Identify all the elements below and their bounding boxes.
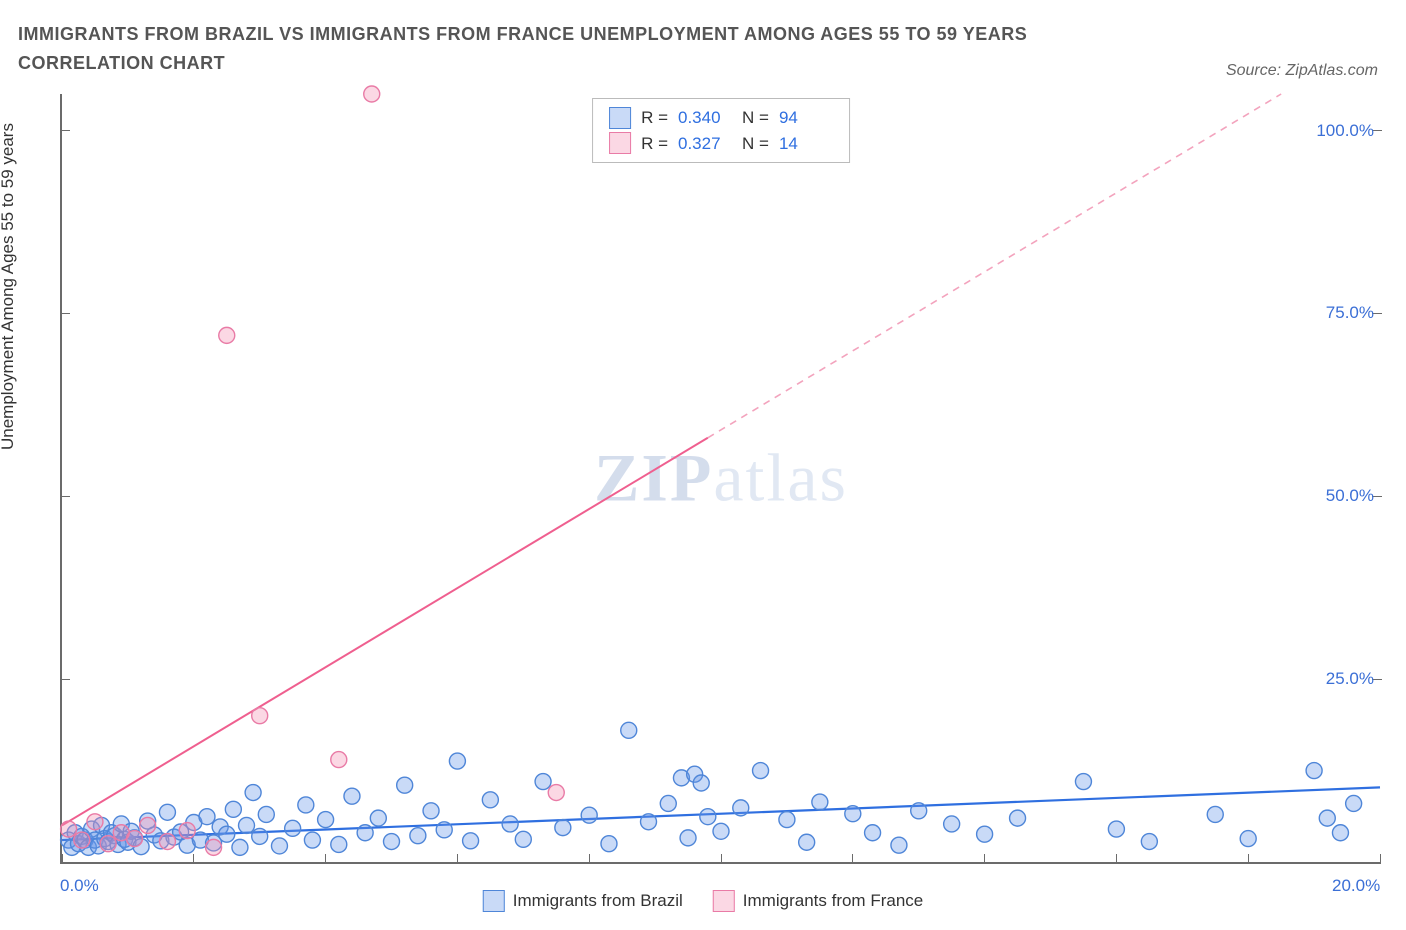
legend-swatch-france	[713, 890, 735, 912]
x-tick-label: 20.0%	[1332, 876, 1380, 896]
legend-swatch-france	[609, 132, 631, 154]
n-label: N =	[742, 105, 769, 131]
legend-stats-row: R = 0.340 N = 94	[609, 105, 833, 131]
legend-item-label: Immigrants from Brazil	[513, 891, 683, 911]
y-axis-label: Unemployment Among Ages 55 to 59 years	[0, 123, 18, 450]
legend-item-brazil: Immigrants from Brazil	[483, 890, 683, 912]
legend-series: Immigrants from Brazil Immigrants from F…	[483, 890, 923, 912]
n-value: 94	[779, 105, 833, 131]
chart-plot-area: ZIPatlas R = 0.340 N = 94 R = 0.327 N = …	[60, 94, 1380, 864]
r-value: 0.327	[678, 131, 732, 157]
n-label: N =	[742, 131, 769, 157]
r-label: R =	[641, 131, 668, 157]
plot-svg	[62, 94, 1380, 862]
source-credit: Source: ZipAtlas.com	[1226, 62, 1378, 80]
r-label: R =	[641, 105, 668, 131]
legend-stats-row: R = 0.327 N = 14	[609, 131, 833, 157]
legend-swatch-brazil	[609, 107, 631, 129]
x-tick-label: 0.0%	[60, 876, 99, 896]
chart-title: IMMIGRANTS FROM BRAZIL VS IMMIGRANTS FRO…	[18, 20, 1138, 78]
legend-swatch-brazil	[483, 890, 505, 912]
legend-stats-box: R = 0.340 N = 94 R = 0.327 N = 14	[592, 98, 850, 163]
n-value: 14	[779, 131, 833, 157]
legend-item-label: Immigrants from France	[743, 891, 923, 911]
legend-item-france: Immigrants from France	[713, 890, 923, 912]
r-value: 0.340	[678, 105, 732, 131]
